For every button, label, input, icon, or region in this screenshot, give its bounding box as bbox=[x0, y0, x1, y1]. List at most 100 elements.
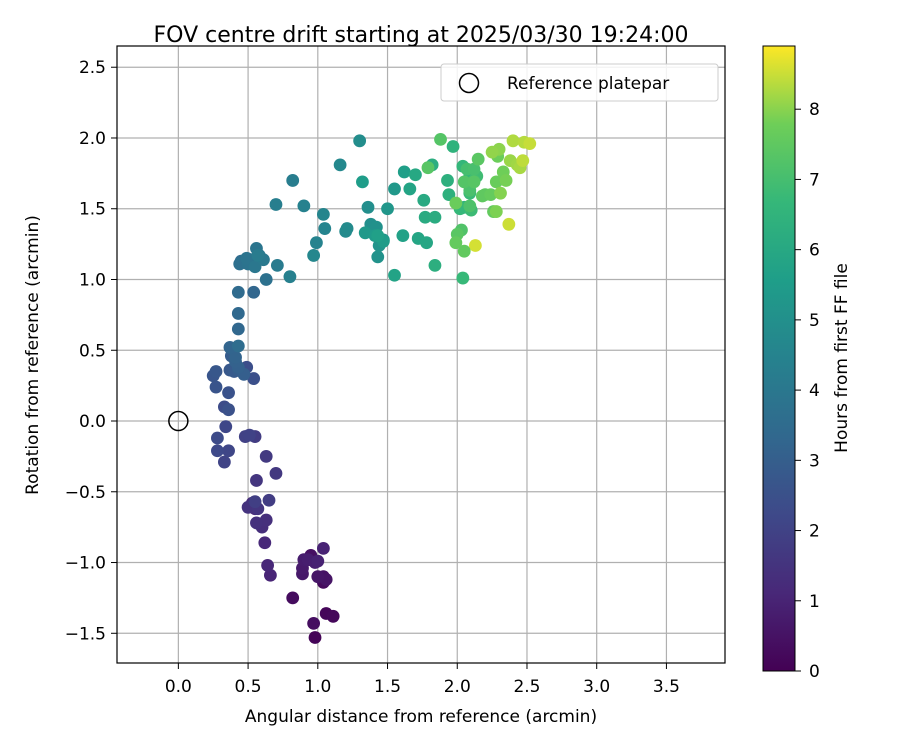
data-point bbox=[489, 175, 503, 189]
data-point bbox=[418, 210, 432, 224]
data-point bbox=[286, 174, 300, 187]
data-point bbox=[316, 208, 330, 221]
data-point bbox=[243, 428, 256, 442]
data-point bbox=[428, 258, 442, 272]
data-point bbox=[247, 372, 261, 385]
data-point bbox=[428, 210, 442, 224]
plot-frame bbox=[116, 45, 726, 664]
x-tick-label: 1.0 bbox=[304, 677, 331, 697]
colorbar-tick-label: 8 bbox=[809, 100, 820, 120]
data-point bbox=[259, 449, 273, 463]
data-point bbox=[269, 466, 283, 480]
colorbar-tick-label: 1 bbox=[809, 592, 820, 612]
colorbar-tick-label: 7 bbox=[809, 170, 820, 190]
y-tick-label: −1.5 bbox=[65, 624, 106, 644]
data-point bbox=[248, 260, 262, 274]
data-point bbox=[269, 198, 283, 211]
data-point bbox=[463, 199, 477, 213]
colorbar-tick-label: 4 bbox=[809, 381, 820, 401]
data-point bbox=[353, 134, 367, 148]
x-tick-label: 3.0 bbox=[583, 677, 610, 697]
colorbar-tick-label: 2 bbox=[809, 522, 820, 542]
data-point bbox=[441, 174, 454, 187]
colorbar: Hours from first FF file 0 1 2 3 4 5 6 7 8 bbox=[762, 45, 852, 682]
x-tick-label: 0.0 bbox=[165, 677, 192, 697]
chart-title: FOV centre drift starting at 2025/03/30 … bbox=[154, 23, 689, 48]
data-point bbox=[261, 558, 275, 572]
data-point bbox=[240, 251, 254, 265]
data-point bbox=[457, 175, 471, 189]
data-point bbox=[222, 386, 235, 400]
data-point bbox=[263, 568, 277, 582]
y-tick-label: 2.0 bbox=[79, 129, 106, 149]
data-point bbox=[297, 199, 311, 213]
data-point bbox=[471, 152, 485, 166]
data-point bbox=[333, 158, 347, 172]
data-point bbox=[409, 168, 422, 182]
data-point bbox=[417, 193, 431, 207]
x-tick-label: 0.5 bbox=[235, 677, 262, 697]
data-point bbox=[421, 161, 435, 175]
y-axis: −1.5 −1.0 −0.5 0.0 0.5 1.0 1.5 2.0 2.5 bbox=[65, 58, 117, 644]
data-point bbox=[467, 162, 481, 176]
data-point bbox=[247, 285, 261, 299]
data-point bbox=[499, 174, 513, 187]
data-point bbox=[318, 222, 332, 235]
x-tick-label: 2.0 bbox=[444, 677, 471, 697]
legend: Reference platepar bbox=[440, 63, 719, 102]
data-point bbox=[307, 616, 321, 630]
legend-reference-marker bbox=[458, 72, 480, 94]
data-point bbox=[259, 513, 273, 527]
data-point bbox=[494, 186, 507, 200]
data-point bbox=[231, 339, 245, 353]
data-point bbox=[262, 493, 276, 507]
y-tick-label: 1.0 bbox=[79, 270, 106, 290]
data-point bbox=[371, 250, 385, 264]
data-point bbox=[311, 554, 325, 568]
y-tick-label: 0.5 bbox=[79, 341, 106, 361]
colorbar-label: Hours from first FF file bbox=[832, 263, 852, 453]
y-tick-label: 1.5 bbox=[79, 200, 106, 220]
data-point bbox=[219, 420, 233, 434]
data-point bbox=[326, 609, 340, 623]
colorbar-tick-label: 6 bbox=[809, 241, 820, 261]
data-point bbox=[434, 132, 447, 146]
data-point bbox=[381, 202, 394, 216]
x-tick-label: 3.5 bbox=[653, 677, 680, 697]
data-point bbox=[506, 134, 520, 148]
data-point bbox=[420, 236, 433, 250]
data-point bbox=[211, 444, 224, 458]
data-point bbox=[396, 229, 410, 243]
data-point bbox=[485, 145, 499, 159]
legend-box bbox=[440, 63, 719, 102]
data-point bbox=[358, 226, 372, 240]
data-point bbox=[209, 380, 223, 394]
data-point bbox=[222, 403, 235, 417]
data-point bbox=[211, 431, 224, 445]
data-point bbox=[456, 271, 470, 285]
y-tick-label: 0.0 bbox=[79, 412, 106, 432]
data-point bbox=[209, 365, 223, 378]
data-point bbox=[229, 350, 242, 364]
colorbar-tick-label: 5 bbox=[809, 311, 820, 331]
y-tick-label: −0.5 bbox=[65, 483, 106, 503]
data-point bbox=[231, 285, 245, 299]
data-point bbox=[286, 591, 300, 605]
data-point bbox=[516, 154, 530, 168]
data-point bbox=[457, 244, 471, 258]
data-point bbox=[340, 222, 354, 235]
data-point bbox=[446, 140, 460, 153]
colorbar-gradient bbox=[762, 45, 796, 672]
data-point bbox=[484, 188, 498, 201]
grid bbox=[117, 46, 725, 663]
data-point bbox=[502, 217, 516, 231]
y-tick-label: 2.5 bbox=[79, 58, 106, 78]
data-point bbox=[468, 239, 482, 252]
y-axis-label: Rotation from reference (arcmin) bbox=[23, 215, 43, 495]
x-tick-label: 2.5 bbox=[513, 677, 540, 697]
y-tick-label: −1.0 bbox=[65, 554, 106, 574]
data-point bbox=[388, 182, 401, 196]
data-point bbox=[442, 188, 456, 201]
data-point bbox=[356, 175, 369, 189]
